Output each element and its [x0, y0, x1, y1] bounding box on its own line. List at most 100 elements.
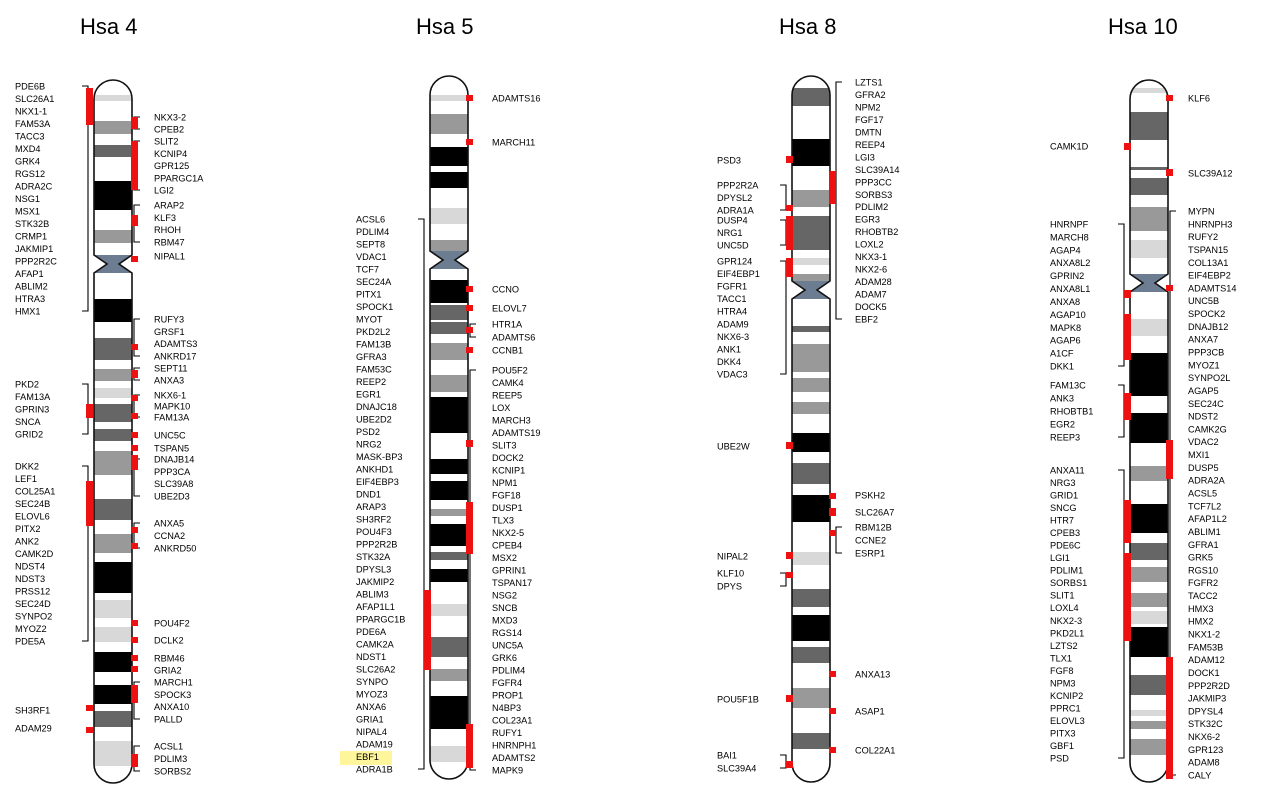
band: [94, 299, 132, 322]
gene-label: REEP2: [356, 377, 386, 387]
gene-label: ADAM12: [1188, 655, 1225, 665]
band: [792, 378, 830, 392]
markers-hsa4: [86, 88, 138, 767]
gene-label: HTRA3: [15, 294, 45, 304]
gene-label: SLC39A8: [154, 479, 193, 489]
gene-label: PPP3CA: [154, 467, 191, 477]
gene-label: CAMK2G: [1188, 424, 1227, 434]
gene-label: REEP5: [492, 391, 522, 401]
gene-marker: [424, 590, 431, 670]
gene-label: NKX3-1: [855, 252, 887, 262]
gene-group-right: RBM46: [154, 654, 185, 664]
gene-label: PSD: [1050, 754, 1069, 764]
gene-label: MXD3: [492, 616, 518, 626]
gene-label: ADAMTS3: [154, 339, 197, 349]
gene-label: NDST1: [356, 652, 386, 662]
gene-label: CCNA2: [154, 531, 185, 541]
gene-label: ASAP1: [855, 707, 885, 717]
highlight-box: [340, 751, 392, 765]
band: [94, 711, 132, 727]
band: [1130, 504, 1168, 533]
gene-label: RUFY2: [1188, 232, 1218, 242]
gene-label: SEC24A: [356, 277, 392, 287]
chromosome-body: [792, 76, 830, 782]
gene-label: ANXA5: [154, 519, 184, 529]
gene-label: ABLIM3: [356, 590, 389, 600]
band: [1130, 543, 1168, 560]
band: [1130, 593, 1168, 607]
gene-group-right: UNC5C: [154, 431, 186, 441]
gene-label: NDST2: [1188, 412, 1218, 422]
group-bracket: [1118, 384, 1125, 438]
gene-marker: [466, 724, 473, 768]
band: [94, 388, 132, 398]
gene-label: LOXL4: [1050, 603, 1079, 613]
gene-label: FGFR4: [492, 678, 522, 688]
gene-marker: [86, 88, 93, 125]
band: [430, 524, 468, 546]
gene-label: STK32A: [356, 552, 391, 562]
gene-label: SORBS3: [855, 190, 892, 200]
gene-label: SORBS1: [1050, 578, 1087, 588]
gene-group-left: ANXA11 NRG3 GRID1 SNCG HTR7 CPEB3 PDE6C LGI1 PDL…: [1050, 466, 1125, 764]
gene-label: MYOZ2: [15, 624, 47, 634]
gene-label: NSG1: [15, 194, 40, 204]
gene-label: ANXA8: [1050, 297, 1080, 307]
gene-label: CRMP1: [15, 232, 47, 242]
band: [1130, 710, 1168, 716]
gene-label: NKX1-2: [1188, 630, 1220, 640]
gene-label: MARCH8: [1050, 232, 1089, 242]
gene-label: RUFY1: [492, 728, 522, 738]
gene-label: ARAP3: [356, 502, 386, 512]
gene-label: GFRA1: [1188, 540, 1219, 550]
gene-marker: [829, 671, 836, 677]
group-bracket: [133, 318, 140, 357]
group-bracket: [835, 81, 842, 320]
gene-label: NKX6-1: [154, 391, 186, 401]
gene-label: RBM46: [154, 654, 185, 664]
gene-label: ADAMTS14: [1188, 283, 1237, 293]
band: [1130, 207, 1168, 231]
gene-group-right: MARCH11: [492, 138, 535, 148]
gene-label: RGS10: [1188, 565, 1218, 575]
gene-label: ANXA8L1: [1050, 284, 1090, 294]
gene-label: MYOZ3: [356, 690, 388, 700]
gene-label: ADRA2C: [15, 182, 53, 192]
gene-marker: [1124, 500, 1131, 543]
gene-label: GBF1: [1050, 741, 1074, 751]
band: [792, 552, 830, 565]
gene-label: PKD2L1: [1050, 628, 1084, 638]
gene-label: FAM13C: [1050, 381, 1086, 391]
centromere: [430, 251, 468, 269]
gene-label: FGFR1: [717, 282, 747, 292]
gene-label: REEP3: [1050, 433, 1080, 443]
gene-group-right: POU4F2: [154, 619, 190, 629]
gene-label: MASK-BP3: [356, 452, 402, 462]
gene-label: PPARGC1A: [154, 173, 204, 183]
gene-label: ABLIM1: [1188, 527, 1221, 537]
gene-label: MARCH3: [492, 416, 531, 426]
gene-label: ANXA13: [855, 670, 890, 680]
gene-label: GPR123: [1188, 745, 1223, 755]
band: [430, 305, 468, 320]
gene-group-right: SEPT11 ANXA3: [133, 364, 188, 386]
gene-marker: [829, 708, 836, 714]
gene-label: ADAMTS16: [492, 94, 541, 104]
gene-label: POU5F1B: [717, 695, 759, 705]
band: [792, 733, 830, 749]
band: [94, 685, 132, 704]
band: [94, 95, 132, 101]
band: [94, 230, 132, 243]
gene-label: SNCA: [15, 417, 41, 427]
gene-label: EGR3: [855, 215, 880, 225]
gene-label: A1CF: [1050, 349, 1074, 359]
gene-label: MAPK8: [1050, 323, 1081, 333]
gene-label: TCF7: [356, 265, 379, 275]
gene-label: UNC5D: [717, 241, 749, 251]
gene-label: RHOBTB1: [1050, 407, 1093, 417]
gene-group-left: NIPAL2: [717, 552, 748, 562]
gene-label: TSPAN17: [492, 578, 532, 588]
gene-label: PITX3: [1050, 728, 1076, 738]
gene-marker: [1124, 290, 1131, 298]
